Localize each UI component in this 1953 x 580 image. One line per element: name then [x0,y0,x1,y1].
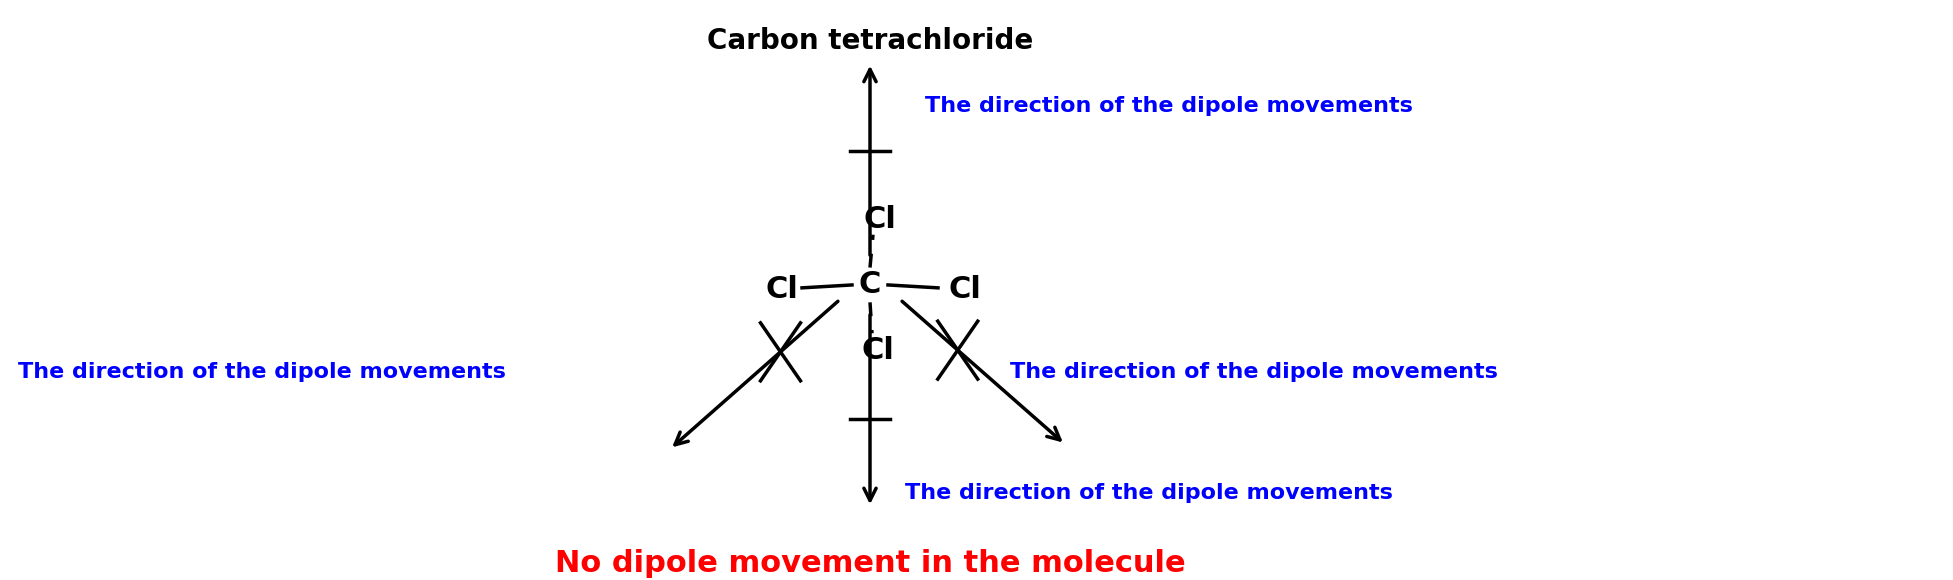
Text: Cl: Cl [861,336,894,365]
Text: No dipole movement in the molecule: No dipole movement in the molecule [555,549,1185,578]
Text: Cl: Cl [766,276,799,304]
Text: Carbon tetrachloride: Carbon tetrachloride [707,27,1033,55]
Text: The direction of the dipole movements: The direction of the dipole movements [1010,362,1498,382]
Text: Cl: Cl [949,276,982,304]
Text: The direction of the dipole movements: The direction of the dipole movements [904,483,1392,503]
Text: The direction of the dipole movements: The direction of the dipole movements [926,96,1412,116]
Text: Cl: Cl [863,205,896,234]
Text: The direction of the dipole movements: The direction of the dipole movements [18,362,506,382]
Text: C: C [859,270,881,299]
